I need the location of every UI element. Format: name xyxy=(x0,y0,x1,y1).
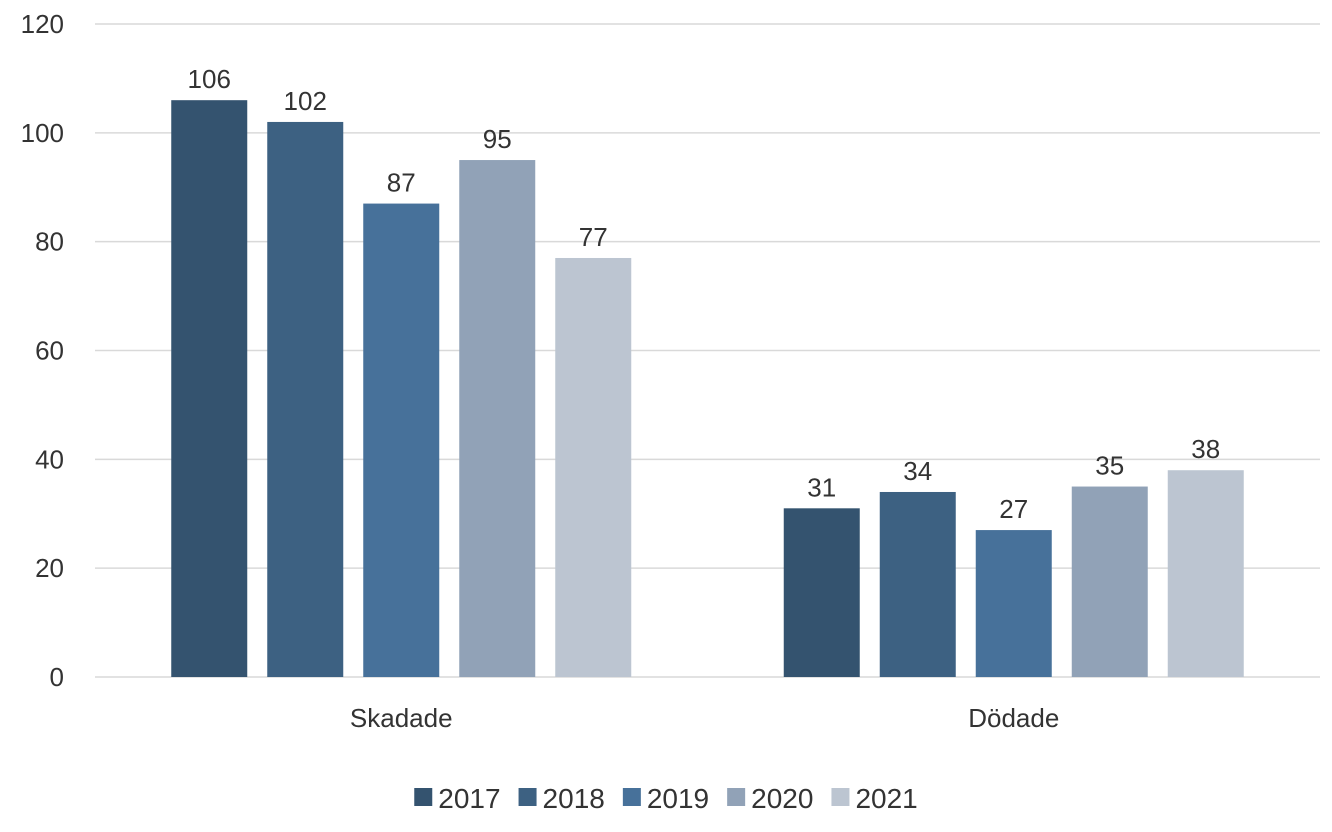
data-label-skadade-2019: 87 xyxy=(387,168,416,198)
data-labels: 106 102 87 95 77 31 34 27 35 38 xyxy=(188,64,1221,524)
bar-skadade-2019 xyxy=(363,203,440,677)
legend-item-2021: 2021 xyxy=(831,783,918,814)
data-label-dödade-2020: 35 xyxy=(1095,451,1124,481)
data-label-dödade-2021: 38 xyxy=(1191,434,1220,464)
category-label: Skadade xyxy=(350,703,453,733)
legend-label: 2018 xyxy=(543,783,605,814)
bar-dödade-2018 xyxy=(879,491,956,677)
data-label-skadade-2017: 106 xyxy=(188,64,231,94)
y-tick-label: 20 xyxy=(35,553,64,583)
legend-label: 2020 xyxy=(751,783,813,814)
bar-skadade-2018 xyxy=(267,121,344,677)
y-axis-ticks: 0 20 40 60 80 100 120 xyxy=(21,9,64,692)
data-label-skadade-2020: 95 xyxy=(483,124,512,154)
bar-dödade-2021 xyxy=(1167,470,1244,677)
legend-label: 2019 xyxy=(647,783,709,814)
legend-swatch xyxy=(622,788,641,806)
bar-skadade-2021 xyxy=(555,257,632,677)
x-axis-categories: Skadade Dödade xyxy=(350,703,1059,733)
bars xyxy=(171,100,1244,677)
legend-swatch xyxy=(518,788,537,806)
y-tick-label: 80 xyxy=(35,227,64,257)
y-tick-label: 0 xyxy=(50,662,64,692)
y-tick-label: 100 xyxy=(21,118,64,148)
data-label-dödade-2017: 31 xyxy=(807,472,836,502)
bar-skadade-2020 xyxy=(459,160,536,677)
y-tick-label: 40 xyxy=(35,444,64,474)
legend-swatch xyxy=(414,788,433,806)
legend-swatch xyxy=(831,788,850,806)
bar-dödade-2017 xyxy=(783,508,860,677)
legend-item-2018: 2018 xyxy=(518,783,605,814)
legend-label: 2017 xyxy=(438,783,500,814)
legend-item-2020: 2020 xyxy=(727,783,813,814)
category-label: Dödade xyxy=(968,703,1059,733)
data-label-skadade-2018: 102 xyxy=(284,86,327,116)
data-label-skadade-2021: 77 xyxy=(579,222,608,252)
legend-item-2017: 2017 xyxy=(414,783,501,814)
y-tick-label: 60 xyxy=(35,336,64,366)
legend: 2017 2018 2019 2020 2021 xyxy=(414,783,918,814)
bar-skadade-2017 xyxy=(171,100,248,677)
data-label-dödade-2019: 27 xyxy=(999,494,1028,524)
legend-item-2019: 2019 xyxy=(622,783,709,814)
bar-dödade-2020 xyxy=(1071,486,1148,677)
bar-dödade-2019 xyxy=(975,530,1052,677)
legend-swatch xyxy=(727,788,746,806)
y-tick-label: 120 xyxy=(21,9,64,39)
data-label-dödade-2018: 34 xyxy=(903,456,932,486)
legend-label: 2021 xyxy=(855,783,917,814)
